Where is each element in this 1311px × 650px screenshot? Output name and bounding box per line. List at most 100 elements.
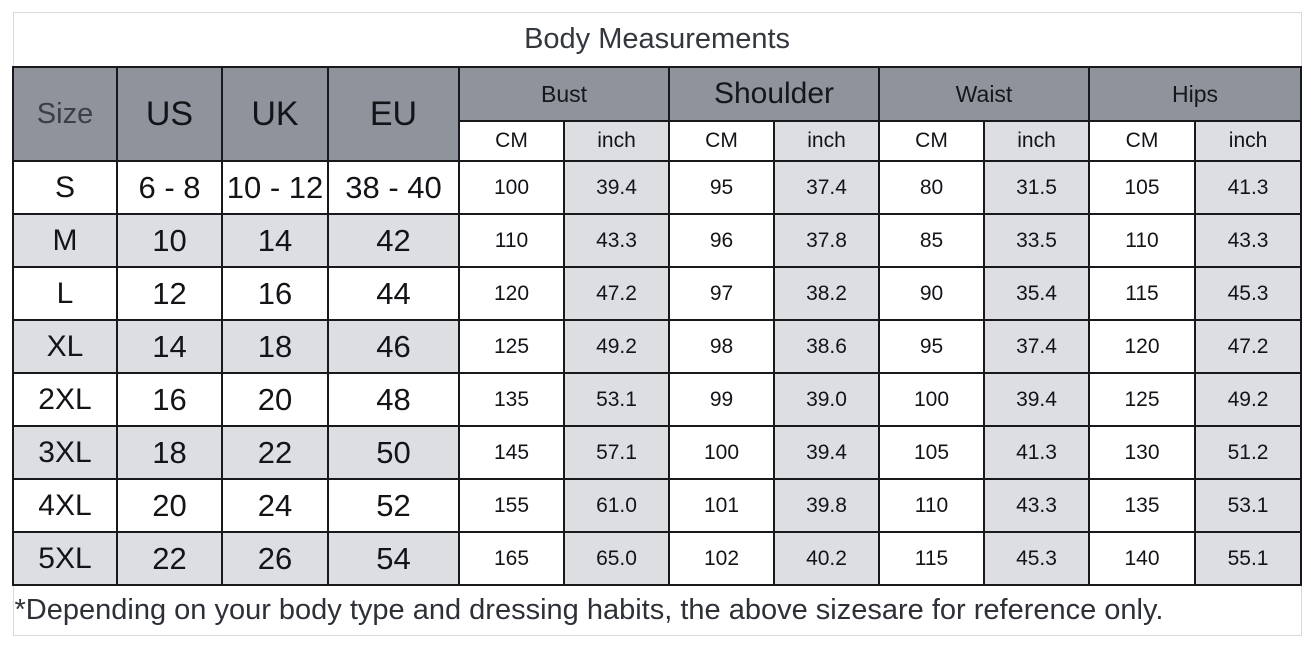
- cell-bust-inch: 65.0: [563, 531, 670, 586]
- cell-waist-cm: 85: [878, 213, 985, 268]
- unit-header-row: CM inch CM inch CM inch CM inch: [13, 120, 1303, 162]
- cell-size: 3XL: [12, 425, 118, 480]
- cell-uk: 18: [221, 319, 329, 374]
- size-chart-table: Body Measurements Size US UK EU Bust Sho…: [12, 12, 1303, 636]
- cell-eu: 48: [327, 372, 460, 427]
- cell-us: 14: [116, 319, 223, 374]
- size-row-xl: XL 14 18 46 125 49.2 98 38.6 95 37.4 120 47.2: [12, 319, 1303, 374]
- cell-uk: 10 - 12: [221, 160, 329, 215]
- cell-eu: 50: [327, 425, 460, 480]
- cell-us: 16: [116, 372, 223, 427]
- table-title: Body Measurements: [12, 12, 1302, 68]
- cell-bust-cm: 110: [458, 213, 565, 268]
- table-header: Body Measurements Size US UK EU Bust Sho…: [12, 12, 1303, 162]
- cell-bust-inch: 53.1: [563, 372, 670, 427]
- cell-waist-cm: 105: [878, 425, 985, 480]
- cell-waist-inch: 31.5: [983, 160, 1090, 215]
- cell-shoulder-cm: 98: [668, 319, 775, 374]
- size-row-m: M 10 14 42 110 43.3 96 37.8 85 33.5 110 43.3: [12, 213, 1303, 268]
- cell-us: 12: [116, 266, 223, 321]
- cell-shoulder-inch: 39.0: [773, 372, 880, 427]
- cell-waist-cm: 115: [878, 531, 985, 586]
- cell-size: 4XL: [12, 478, 118, 533]
- column-group-bust: Bust: [458, 66, 670, 122]
- cell-hips-inch: 47.2: [1193, 319, 1303, 374]
- cell-us: 20: [116, 478, 223, 533]
- cell-waist-inch: 45.3: [983, 531, 1090, 586]
- cell-hips-inch: 49.2: [1193, 372, 1303, 427]
- cell-hips-inch: 55.1: [1193, 531, 1303, 586]
- cell-bust-inch: 47.2: [563, 266, 670, 321]
- cell-waist-cm: 90: [878, 266, 985, 321]
- unit-header-hips-inch: inch: [1193, 120, 1303, 162]
- size-row-2xl: 2XL 16 20 48 135 53.1 99 39.0 100 39.4 125 49.2: [12, 372, 1303, 427]
- cell-waist-cm: 110: [878, 478, 985, 533]
- cell-size: L: [12, 266, 118, 321]
- size-row-5xl: 5XL 22 26 54 165 65.0 102 40.2 115 45.3 140 55.1: [12, 531, 1303, 586]
- cell-shoulder-cm: 102: [668, 531, 775, 586]
- size-row-l: L 12 16 44 120 47.2 97 38.2 90 35.4 115 45.3: [12, 266, 1303, 321]
- cell-hips-cm: 125: [1088, 372, 1196, 427]
- cell-waist-cm: 80: [878, 160, 985, 215]
- cell-waist-inch: 41.3: [983, 425, 1090, 480]
- cell-waist-cm: 100: [878, 372, 985, 427]
- cell-hips-cm: 130: [1088, 425, 1196, 480]
- cell-shoulder-inch: 37.8: [773, 213, 880, 268]
- cell-bust-inch: 61.0: [563, 478, 670, 533]
- column-header-size: Size: [12, 66, 118, 162]
- cell-shoulder-cm: 96: [668, 213, 775, 268]
- cell-hips-inch: 45.3: [1193, 266, 1303, 321]
- cell-hips-inch: 41.3: [1193, 160, 1303, 215]
- cell-hips-inch: 51.2: [1193, 425, 1303, 480]
- cell-us: 10: [116, 213, 223, 268]
- cell-size: M: [12, 213, 118, 268]
- size-row-3xl: 3XL 18 22 50 145 57.1 100 39.4 105 41.3 130 51.2: [12, 425, 1303, 480]
- footnote-row: *Depending on your body type and dressin…: [12, 584, 1302, 636]
- cell-bust-inch: 57.1: [563, 425, 670, 480]
- column-group-waist: Waist: [878, 66, 1090, 122]
- cell-waist-inch: 37.4: [983, 319, 1090, 374]
- footnote: *Depending on your body type and dressin…: [12, 584, 1302, 636]
- cell-eu: 46: [327, 319, 460, 374]
- cell-us: 22: [116, 531, 223, 586]
- title-row: Body Measurements: [12, 12, 1302, 68]
- column-header-us: US: [116, 66, 223, 162]
- cell-eu: 42: [327, 213, 460, 268]
- cell-shoulder-cm: 101: [668, 478, 775, 533]
- cell-uk: 16: [221, 266, 329, 321]
- unit-header-hips-cm: CM: [1088, 120, 1196, 162]
- cell-hips-cm: 140: [1088, 531, 1196, 586]
- cell-shoulder-inch: 39.8: [773, 478, 880, 533]
- cell-waist-inch: 33.5: [983, 213, 1090, 268]
- group-header-row: Size US UK EU Bust Shoulder Waist Hips: [12, 66, 1303, 162]
- cell-size: 5XL: [12, 531, 118, 586]
- cell-bust-cm: 155: [458, 478, 565, 533]
- cell-hips-cm: 115: [1088, 266, 1196, 321]
- cell-bust-inch: 43.3: [563, 213, 670, 268]
- cell-eu: 52: [327, 478, 460, 533]
- cell-shoulder-cm: 99: [668, 372, 775, 427]
- cell-bust-cm: 135: [458, 372, 565, 427]
- column-header-eu: EU: [327, 66, 460, 162]
- cell-shoulder-inch: 38.6: [773, 319, 880, 374]
- cell-hips-cm: 120: [1088, 319, 1196, 374]
- cell-hips-cm: 135: [1088, 478, 1196, 533]
- unit-header-shoulder-cm: CM: [668, 120, 775, 162]
- cell-uk: 20: [221, 372, 329, 427]
- cell-uk: 22: [221, 425, 329, 480]
- column-header-uk: UK: [221, 66, 329, 162]
- cell-shoulder-inch: 39.4: [773, 425, 880, 480]
- cell-bust-cm: 145: [458, 425, 565, 480]
- cell-bust-cm: 125: [458, 319, 565, 374]
- cell-waist-inch: 35.4: [983, 266, 1090, 321]
- cell-bust-cm: 165: [458, 531, 565, 586]
- column-group-shoulder: Shoulder: [668, 66, 880, 122]
- cell-hips-inch: 43.3: [1193, 213, 1303, 268]
- cell-us: 6 - 8: [116, 160, 223, 215]
- unit-header-shoulder-inch: inch: [773, 120, 880, 162]
- column-group-hips: Hips: [1087, 66, 1303, 122]
- cell-waist-inch: 43.3: [983, 478, 1090, 533]
- cell-waist-cm: 95: [878, 319, 985, 374]
